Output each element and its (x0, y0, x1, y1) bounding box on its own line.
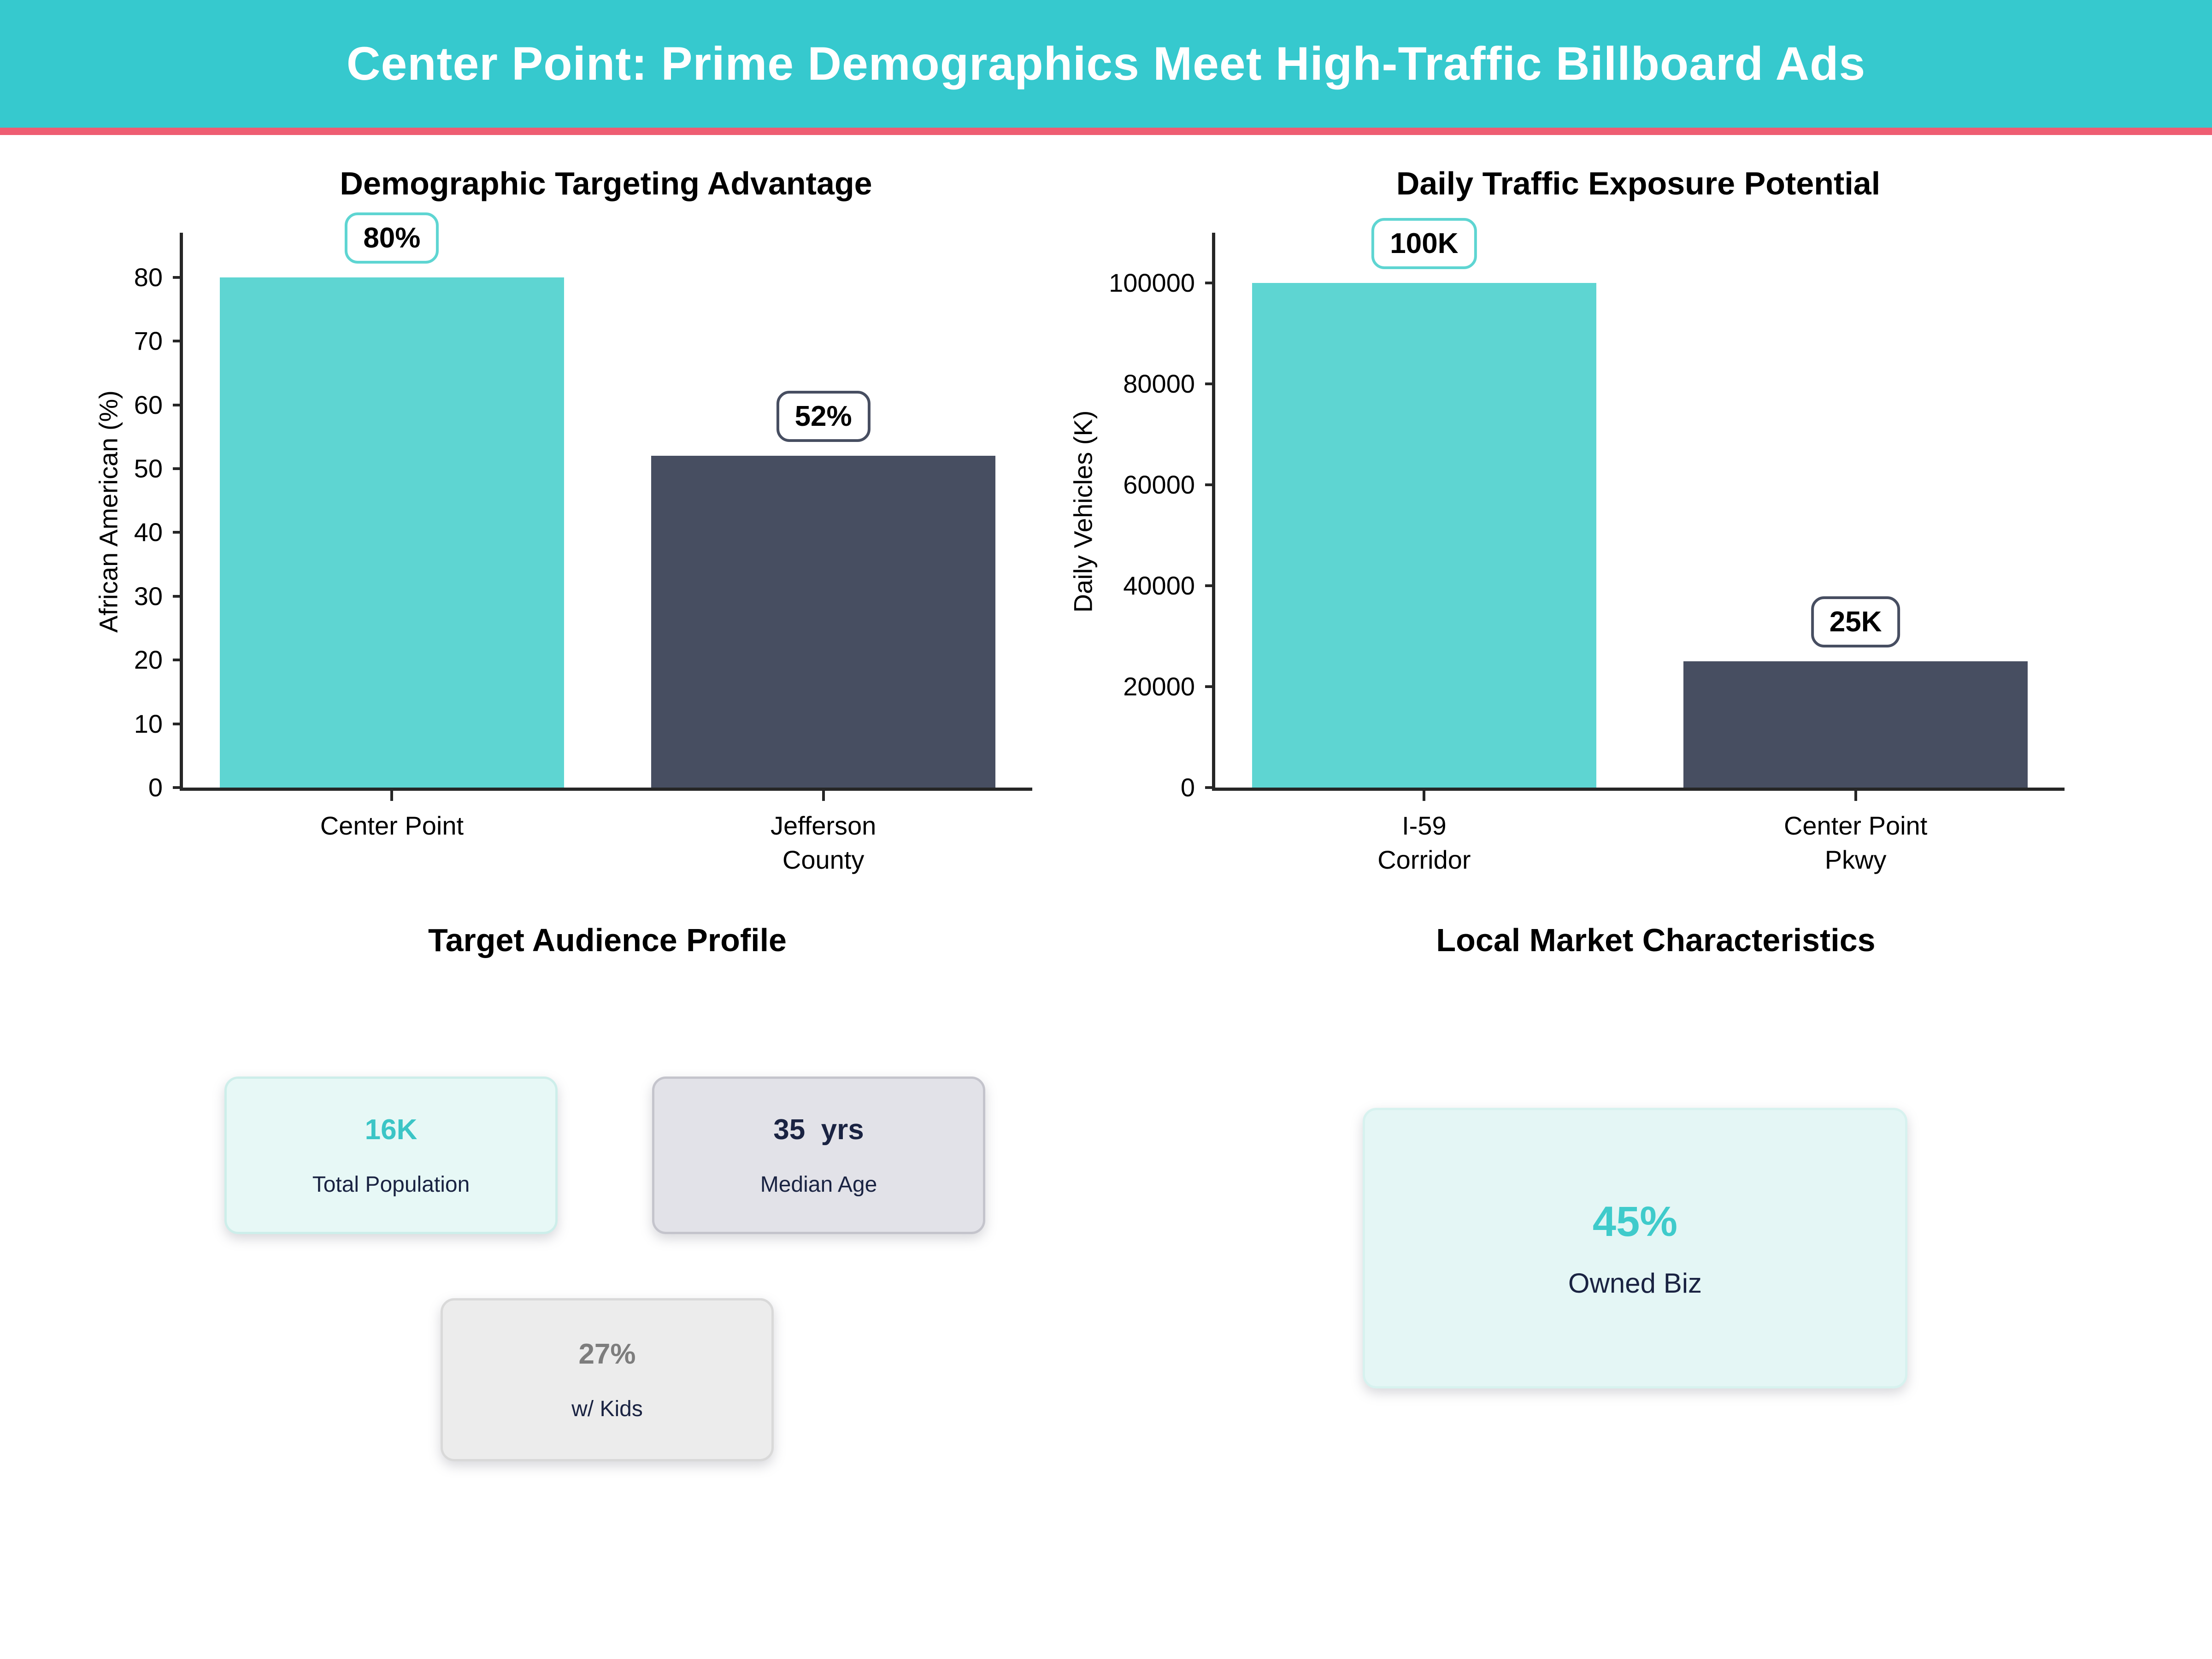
chart-title-traffic: Daily Traffic Exposure Potential (1396, 165, 1881, 201)
x-tick-mark (1854, 791, 1857, 801)
y-tick-mark (173, 276, 183, 279)
y-tick-mark (173, 786, 183, 789)
y-tick-mark (1205, 382, 1215, 386)
stat-card-total-population: 16K Total Population (224, 1077, 558, 1234)
y-tick-label: 60000 (1123, 470, 1195, 500)
stat-label: Owned Biz (1568, 1267, 1702, 1299)
x-category-label: Center Point (320, 811, 464, 840)
y-tick-label: 70 (134, 326, 163, 356)
y-tick-mark (1205, 786, 1215, 789)
y-tick-mark (1205, 483, 1215, 487)
bar-jefferson-county (651, 456, 995, 788)
chart-title-demographics: Demographic Targeting Advantage (340, 165, 872, 201)
bar-center-point (220, 277, 564, 788)
y-tick-label: 20000 (1123, 672, 1195, 701)
y-tick-mark (1205, 685, 1215, 688)
y-tick-mark (173, 340, 183, 343)
stat-label: Median Age (760, 1172, 877, 1197)
y-axis-label-traffic: Daily Vehicles (K) (1068, 410, 1098, 613)
y-tick-label: 30 (134, 581, 163, 611)
y-tick-label: 40000 (1123, 571, 1195, 600)
plot-area-demographics: 0 10 20 30 40 50 60 70 80 80% Center Point 52% Jeffe… (134, 212, 1032, 874)
x-tick-mark (1423, 791, 1426, 801)
bar-value-label: 25K (1811, 596, 1900, 648)
y-tick-label: 20 (134, 645, 163, 675)
stat-value: 35 yrs (773, 1114, 864, 1146)
y-axis-label-demographics: African American (%) (94, 390, 123, 633)
plot-area-traffic: 0 20000 40000 60000 80000 100000 100K I-59 Corri… (1109, 218, 2065, 874)
x-tick-mark (390, 791, 394, 801)
y-tick-mark (1205, 282, 1215, 285)
stat-card-with-kids: 27% w/ Kids (441, 1298, 774, 1461)
y-tick-label: 80000 (1123, 369, 1195, 399)
bar-center-point-pkwy (1683, 661, 2028, 788)
stat-value: 16K (365, 1114, 418, 1146)
y-tick-label: 80 (134, 262, 163, 292)
bar-value-label: 52% (776, 391, 871, 442)
stat-card-median-age: 35 yrs Median Age (652, 1077, 985, 1234)
bar-value-label: 80% (345, 212, 439, 264)
y-tick-label: 50 (134, 454, 163, 483)
header-accent-line (0, 128, 2212, 135)
x-category-label: Center Point Pkwy (1783, 811, 1928, 874)
x-tick-mark (822, 791, 825, 801)
y-tick-mark (173, 722, 183, 725)
stat-label: Total Population (312, 1172, 470, 1197)
page-title: Center Point: Prime Demographics Meet Hi… (346, 37, 1866, 90)
bar-value-label: 100K (1371, 218, 1477, 270)
y-tick-mark (1205, 584, 1215, 588)
section-heading-market: Local Market Characteristics (1436, 922, 1876, 958)
y-tick-label: 0 (148, 773, 163, 802)
y-tick-mark (173, 594, 183, 598)
x-category-label: Jefferson County (770, 811, 877, 874)
y-tick-label: 10 (134, 709, 163, 738)
x-category-label: I-59 Corridor (1377, 811, 1471, 874)
y-tick-mark (173, 531, 183, 534)
stat-value: 45% (1592, 1198, 1678, 1245)
y-tick-mark (173, 467, 183, 471)
y-tick-label: 60 (134, 390, 163, 419)
y-tick-label: 100000 (1109, 268, 1195, 298)
y-tick-label: 0 (1180, 773, 1195, 802)
header-banner: Center Point: Prime Demographics Meet Hi… (0, 0, 2212, 128)
y-tick-mark (173, 659, 183, 662)
section-heading-audience: Target Audience Profile (428, 922, 787, 958)
stat-value: 27% (578, 1338, 636, 1370)
y-tick-mark (173, 403, 183, 406)
stat-card-owned-biz: 45% Owned Biz (1363, 1108, 1907, 1388)
bar-i-59-corridor (1252, 283, 1596, 788)
y-tick-label: 40 (134, 518, 163, 547)
stat-label: w/ Kids (571, 1397, 643, 1421)
